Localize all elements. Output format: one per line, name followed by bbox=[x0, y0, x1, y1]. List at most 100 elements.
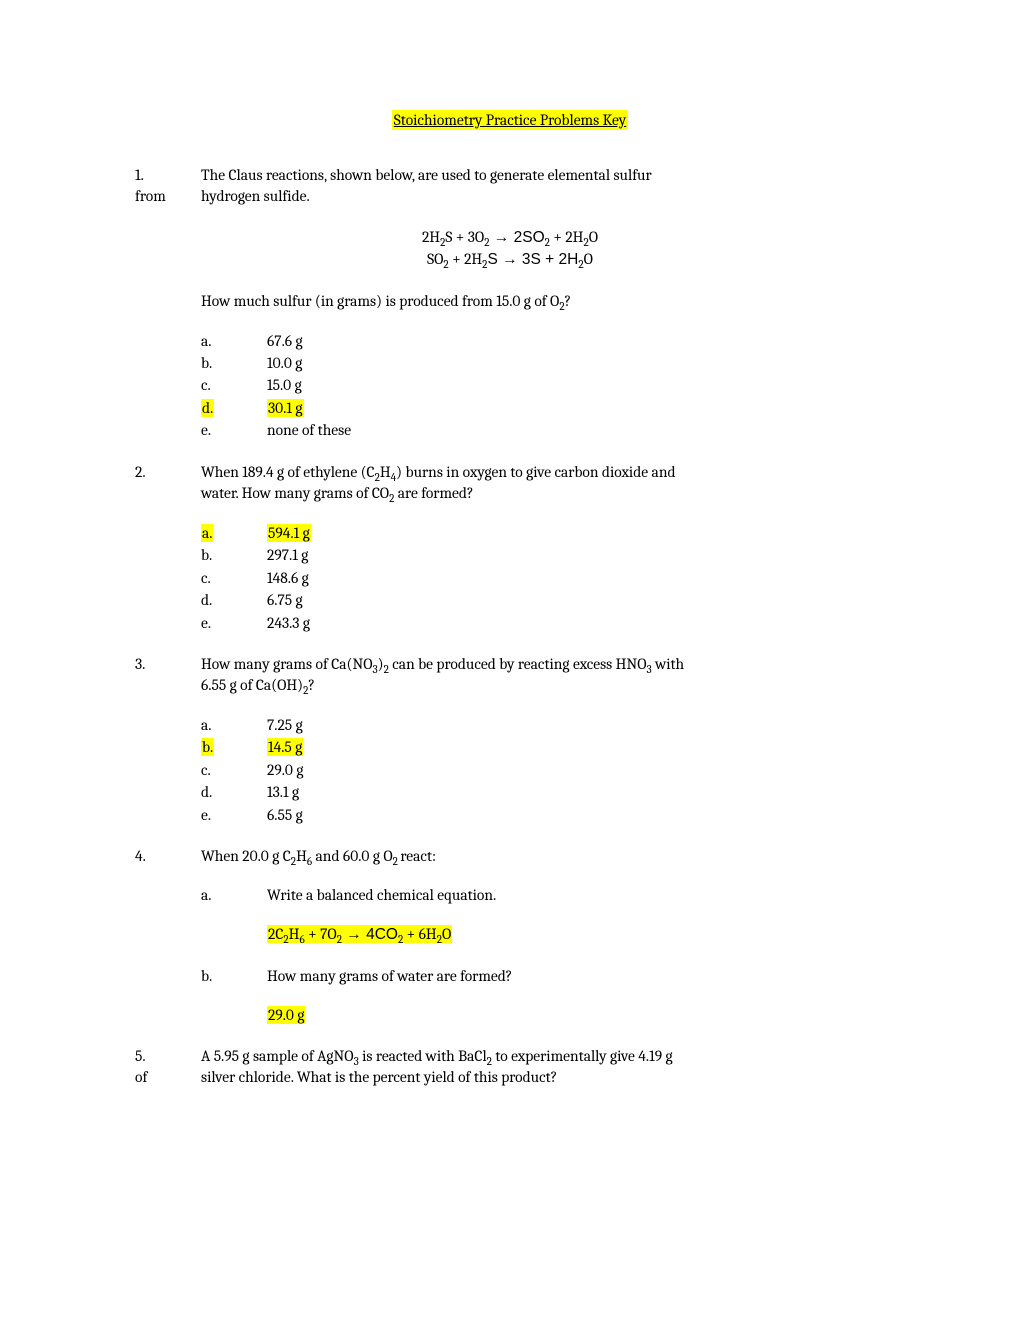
option-letter: c. bbox=[201, 567, 267, 589]
option-letter: a. bbox=[201, 330, 267, 352]
q4a-answer-hl: 2C2H6 + 7O2 → 4CO2 + 6H2O bbox=[267, 925, 452, 943]
q4-text-line1: When 20.0 g C2H6 and 60.0 g O2 react: bbox=[201, 846, 885, 867]
option-row: d.30.1 g bbox=[201, 397, 885, 419]
option-text: 10.0 g bbox=[267, 352, 302, 374]
option-text: 15.0 g bbox=[267, 374, 302, 396]
question-4: 4. When 20.0 g C2H6 and 60.0 g O2 react:… bbox=[135, 846, 885, 1026]
option-row: d.13.1 g bbox=[201, 781, 885, 803]
eq-text: S + 3O bbox=[445, 228, 484, 246]
option-text: 594.1 g bbox=[267, 522, 311, 544]
q1-equations: 2H2S + 3O2 → 2SO2 + 2H2O SO2 + 2H2S → 3S… bbox=[135, 227, 885, 271]
option-row: d.6.75 g bbox=[201, 589, 885, 611]
option-letter: b. bbox=[201, 352, 267, 374]
q4a-letter: a. bbox=[201, 885, 267, 906]
q5-line1: 5. A 5.95 g sample of AgNO3 is reacted w… bbox=[135, 1046, 885, 1067]
option-row: c.15.0 g bbox=[201, 374, 885, 396]
ans-text: 2C bbox=[268, 925, 283, 943]
q4-sub-a: a. Write a balanced chemical equation. bbox=[201, 885, 885, 906]
q-text: and 60.0 g O bbox=[312, 847, 393, 865]
q2-line2: water. How many grams of CO2 are formed? bbox=[201, 483, 885, 504]
option-text: 14.5 g bbox=[267, 736, 303, 758]
option-letter: d. bbox=[201, 781, 267, 803]
eq-text: + 2H bbox=[550, 228, 584, 246]
option-letter: d. bbox=[201, 589, 267, 611]
q-text: ) burns in oxygen to give carbon dioxide… bbox=[396, 463, 675, 481]
option-text: 67.6 g bbox=[267, 330, 303, 352]
option-text: 7.25 g bbox=[267, 714, 303, 736]
option-letter: e. bbox=[201, 419, 267, 441]
eq-text: SO bbox=[427, 250, 443, 268]
q3-options: a.7.25 gb.14.5 gc.29.0 gd.13.1 ge.6.55 g bbox=[201, 714, 885, 826]
option-row: e.6.55 g bbox=[201, 804, 885, 826]
ans-text: → 4CO bbox=[342, 926, 398, 943]
eq-text: + 2H bbox=[449, 250, 483, 268]
eq-text: → 2SO bbox=[490, 229, 545, 246]
q-text: react: bbox=[400, 847, 436, 865]
q4-number: 4. bbox=[135, 846, 201, 867]
q-text: H bbox=[296, 847, 307, 865]
q4b-letter: b. bbox=[201, 966, 267, 987]
q-text: are formed? bbox=[394, 484, 473, 502]
option-row: c.29.0 g bbox=[201, 759, 885, 781]
ans-text: + 7O bbox=[305, 925, 337, 943]
q5-text-line1: A 5.95 g sample of AgNO3 is reacted with… bbox=[201, 1046, 885, 1067]
q1-options: a.67.6 gb.10.0 gc.15.0 gd.30.1 ge.none o… bbox=[201, 330, 885, 442]
document-page: Stoichiometry Practice Problems Key 1. T… bbox=[0, 0, 1020, 1320]
q1-from-label: from bbox=[135, 186, 201, 207]
option-letter: d. bbox=[201, 397, 267, 419]
q4b-answer: 29.0 g bbox=[267, 1005, 885, 1026]
option-text: 243.3 g bbox=[267, 612, 310, 634]
q4b-text: How many grams of water are formed? bbox=[267, 966, 512, 987]
followup-text: How much sulfur (in grams) is produced f… bbox=[201, 292, 559, 310]
option-text: 297.1 g bbox=[267, 544, 308, 566]
followup-text: ? bbox=[565, 292, 572, 310]
q4-sub-b: b. How many grams of water are formed? bbox=[201, 966, 885, 987]
q-text: H bbox=[380, 463, 391, 481]
option-text: none of these bbox=[267, 419, 351, 441]
ans-text: + 6H bbox=[403, 925, 436, 943]
q-text: 6.55 g of Ca(OH) bbox=[201, 676, 303, 694]
q1-text-line2: hydrogen sulfide. bbox=[201, 186, 310, 207]
question-2: 2. When 189.4 g of ethylene (C2H4) burns… bbox=[135, 462, 885, 634]
option-text: 29.0 g bbox=[267, 759, 303, 781]
q2-options: a.594.1 gb.297.1 gc.148.6 gd.6.75 ge.243… bbox=[201, 522, 885, 634]
q-text: A 5.95 g sample of AgNO bbox=[201, 1047, 354, 1065]
q2-line1: 2. When 189.4 g of ethylene (C2H4) burns… bbox=[135, 462, 885, 483]
option-text: 30.1 g bbox=[267, 397, 304, 419]
option-letter: c. bbox=[201, 759, 267, 781]
question-5: 5. A 5.95 g sample of AgNO3 is reacted w… bbox=[135, 1046, 885, 1088]
q-text: with bbox=[652, 655, 685, 673]
q4-line1: 4. When 20.0 g C2H6 and 60.0 g O2 react: bbox=[135, 846, 885, 867]
option-row: a.67.6 g bbox=[201, 330, 885, 352]
q-text: is reacted with BaCl bbox=[359, 1047, 487, 1065]
option-text: 6.55 g bbox=[267, 804, 303, 826]
option-letter: c. bbox=[201, 374, 267, 396]
q1-number: 1. bbox=[135, 165, 201, 186]
option-letter: b. bbox=[201, 544, 267, 566]
q-text: How many grams of Ca(NO bbox=[201, 655, 372, 673]
q-text: When 189.4 g of ethylene (C bbox=[201, 463, 375, 481]
q3-text-line1: How many grams of Ca(NO3)2 can be produc… bbox=[201, 654, 885, 675]
option-text: 13.1 g bbox=[267, 781, 299, 803]
q-text: can be produced by reacting excess HNO bbox=[389, 655, 647, 673]
q1-text-line1: The Claus reactions, shown below, are us… bbox=[201, 165, 885, 186]
q3-line2: 6.55 g of Ca(OH)2? bbox=[201, 675, 885, 696]
eq-text: O bbox=[584, 250, 593, 268]
title-container: Stoichiometry Practice Problems Key bbox=[135, 110, 885, 131]
option-row: b.297.1 g bbox=[201, 544, 885, 566]
q3-line1: 3. How many grams of Ca(NO3)2 can be pro… bbox=[135, 654, 885, 675]
q2-number: 2. bbox=[135, 462, 201, 483]
ans-text: H bbox=[289, 925, 300, 943]
eq-text: O bbox=[589, 228, 598, 246]
q5-line2: of silver chloride. What is the percent … bbox=[135, 1067, 885, 1088]
q1-eq1: 2H2S + 3O2 → 2SO2 + 2H2O bbox=[135, 227, 885, 249]
eq-text: S → 3S + 2H bbox=[487, 251, 578, 268]
q3-number: 3. bbox=[135, 654, 201, 675]
q-text: water. How many grams of CO bbox=[201, 484, 389, 502]
option-text: 6.75 g bbox=[267, 589, 303, 611]
q1-followup: How much sulfur (in grams) is produced f… bbox=[201, 291, 885, 312]
q1-eq2: SO2 + 2H2S → 3S + 2H2O bbox=[135, 249, 885, 271]
option-letter: e. bbox=[201, 612, 267, 634]
q2-text-line1: When 189.4 g of ethylene (C2H4) burns in… bbox=[201, 462, 885, 483]
option-letter: b. bbox=[201, 736, 267, 758]
